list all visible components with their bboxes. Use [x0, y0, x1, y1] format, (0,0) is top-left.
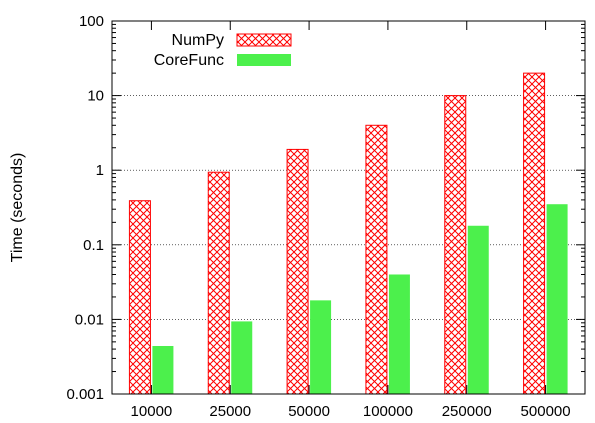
bar-numpy: [523, 72, 546, 395]
y-tick-label: 0.001: [66, 386, 104, 403]
y-tick-label: 10: [87, 88, 104, 105]
gridlines: [112, 95, 585, 320]
bar-corefunc: [152, 345, 174, 394]
y-tick-label: 0.1: [83, 237, 104, 254]
y-tick-label: 100: [79, 13, 104, 30]
x-tick-label: 25000: [209, 403, 251, 420]
bar-corefunc: [231, 321, 253, 394]
bar-numpy: [128, 200, 151, 395]
x-tick-label: 100000: [363, 403, 413, 420]
y-tick-label: 0.01: [75, 311, 104, 328]
legend-swatch-numpy: [236, 33, 292, 47]
x-tick-label: 250000: [442, 403, 492, 420]
x-tick-label: 500000: [521, 403, 571, 420]
bar-numpy: [207, 171, 230, 395]
plot-frame: [111, 20, 586, 395]
bar-numpy: [365, 124, 388, 395]
legend-label: CoreFunc: [154, 52, 224, 69]
bars: [128, 72, 568, 395]
bar-corefunc: [546, 204, 568, 394]
axes: 0.001 0.01 0.1 1 10 100 10000 25000 50000 100000 2…: [66, 13, 585, 420]
bar-numpy: [444, 95, 467, 395]
y-tick-label: 1: [96, 162, 104, 179]
legend-label: NumPy: [172, 32, 224, 49]
bar-corefunc: [388, 274, 410, 394]
legend: NumPy CoreFunc: [154, 32, 292, 69]
bar-corefunc: [467, 225, 489, 394]
legend-swatch-corefunc: [237, 54, 291, 66]
y-axis-label: Time (seconds): [9, 153, 26, 263]
x-tick-label: 10000: [131, 403, 173, 420]
bar-corefunc: [310, 300, 332, 394]
bar-numpy: [286, 148, 309, 395]
x-tick-label: 50000: [288, 403, 330, 420]
